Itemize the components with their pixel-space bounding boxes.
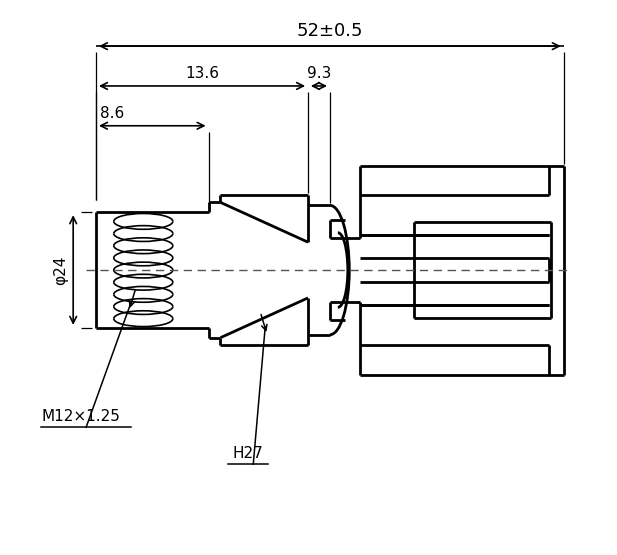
Text: 52±0.5: 52±0.5	[297, 22, 363, 40]
Text: M12×1.25: M12×1.25	[41, 410, 120, 425]
Text: 9.3: 9.3	[307, 66, 331, 81]
Text: H27: H27	[233, 446, 263, 461]
Text: 8.6: 8.6	[100, 106, 124, 121]
Text: φ24: φ24	[53, 255, 68, 285]
Text: 13.6: 13.6	[185, 66, 219, 81]
